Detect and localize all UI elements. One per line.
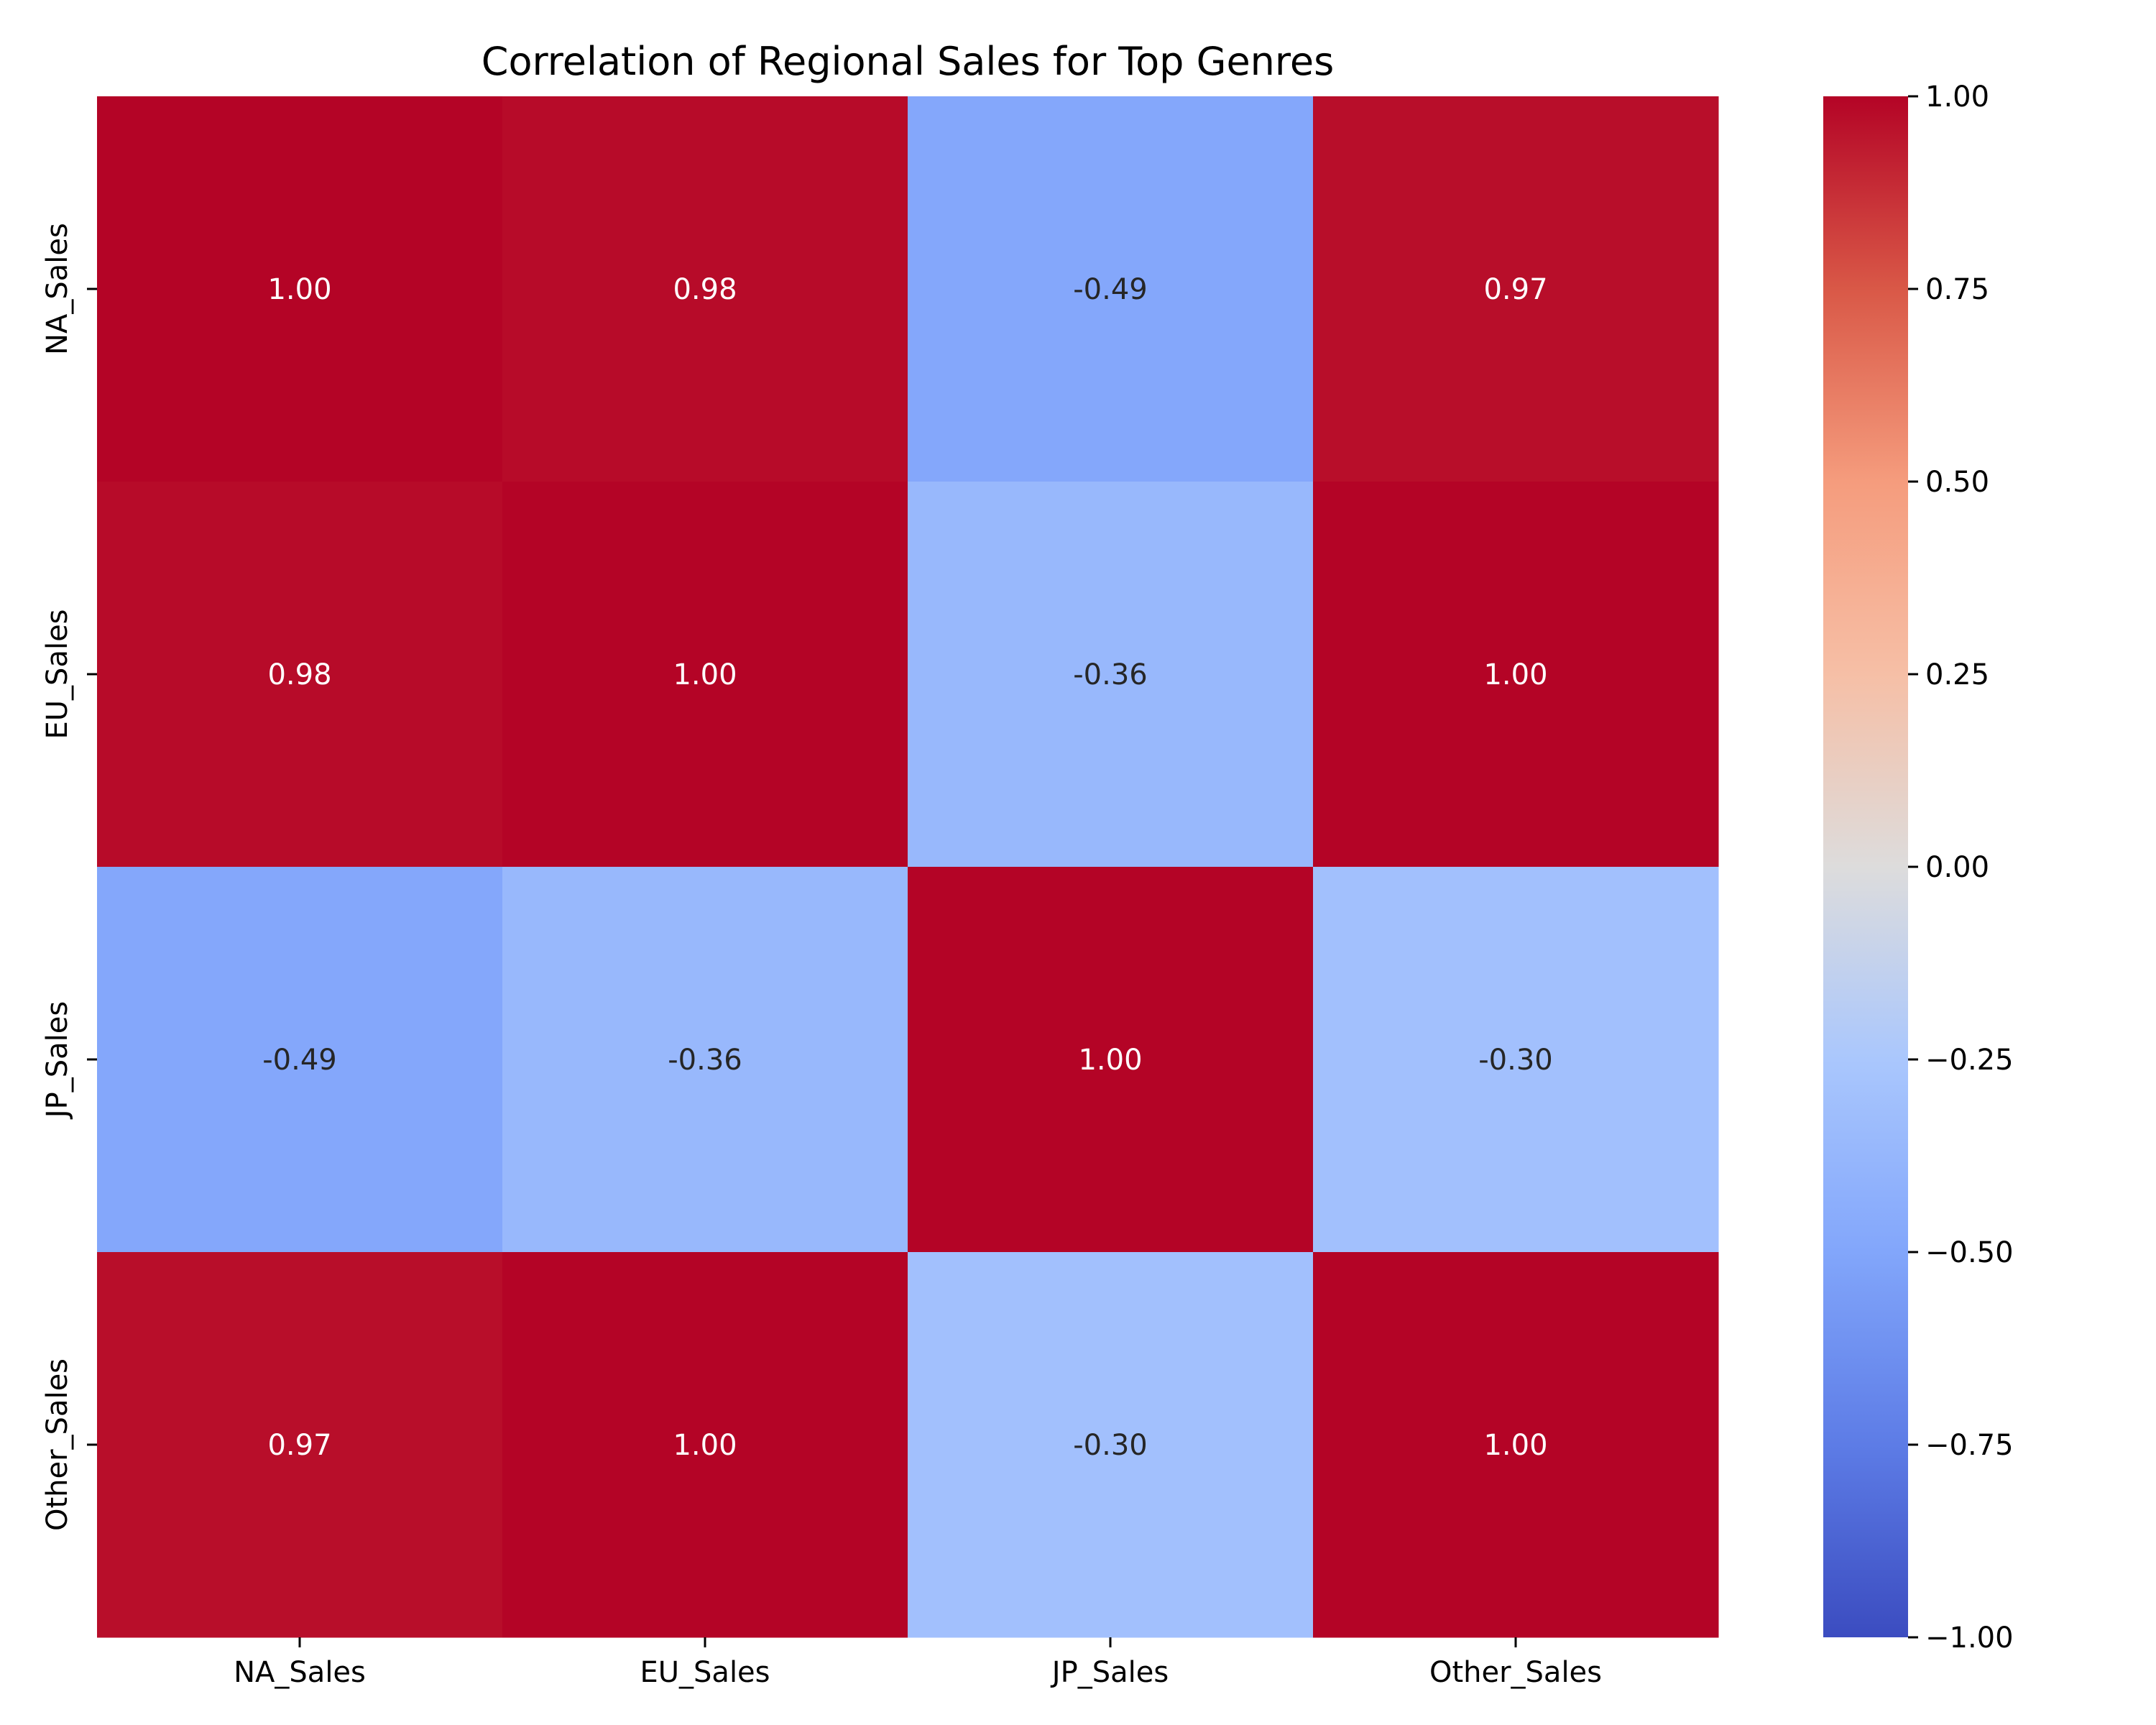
- heatmap-cell: [97, 96, 503, 482]
- colorbar-tick-label: −0.25: [1925, 1044, 2014, 1077]
- y-tick-label: JP_Sales: [41, 1001, 74, 1120]
- heatmap-cell: [908, 482, 1314, 868]
- cell-value-label: -0.36: [668, 1044, 742, 1077]
- y-tick-label: NA_Sales: [41, 223, 74, 355]
- y-tick-label: EU_Sales: [41, 609, 74, 739]
- cell-value-label: 1.00: [673, 1429, 737, 1462]
- cell-value-label: 1.00: [673, 658, 737, 691]
- x-axis: NA_Sales EU_Sales JP_Sales Other_Sales: [234, 1637, 1602, 1689]
- heatmap-cell: [502, 867, 908, 1253]
- cell-value-label: 0.97: [1483, 273, 1547, 306]
- colorbar-tick-label: −0.75: [1925, 1429, 2014, 1462]
- colorbar-tick-label: 0.00: [1925, 851, 1989, 884]
- colorbar-tick-label: 0.75: [1925, 273, 1989, 306]
- colorbar-tick-label: 0.25: [1925, 658, 1989, 691]
- heatmap-cell: [502, 1252, 908, 1638]
- cell-value-label: 1.00: [1483, 658, 1547, 691]
- colorbar-tick-label: 0.50: [1925, 466, 1989, 499]
- colorbar: [1823, 96, 1908, 1637]
- heatmap-cells: [97, 96, 1719, 1638]
- x-tick-label: EU_Sales: [640, 1656, 770, 1689]
- cell-value-label: -0.49: [1073, 273, 1148, 306]
- cell-value-label: -0.30: [1073, 1429, 1148, 1462]
- cell-value-label: 1.00: [1078, 1044, 1142, 1077]
- colorbar-tick-label: −0.50: [1925, 1236, 2014, 1269]
- colorbar-tick-label: 1.00: [1925, 80, 1989, 114]
- x-tick-label: JP_Sales: [1050, 1656, 1169, 1689]
- heatmap-cell: [97, 867, 503, 1253]
- y-tick-label: Other_Sales: [41, 1358, 74, 1531]
- cell-value-label: 1.00: [267, 273, 331, 306]
- heatmap-cell: [908, 1252, 1314, 1638]
- heatmap-cell: [1313, 1252, 1719, 1638]
- heatmap-cell: [908, 867, 1314, 1253]
- heatmap-cell: [1313, 96, 1719, 482]
- cell-value-label: 0.98: [673, 273, 737, 306]
- heatmap-cell: [502, 96, 908, 482]
- heatmap-cell: [502, 482, 908, 868]
- heatmap-cell: [1313, 867, 1719, 1253]
- cell-value-label: -0.36: [1073, 658, 1148, 691]
- heatmap-cell: [908, 96, 1314, 482]
- heatmap-cell: [1313, 482, 1719, 868]
- y-axis: NA_Sales EU_Sales JP_Sales Other_Sales: [41, 223, 97, 1531]
- chart-title: Correlation of Regional Sales for Top Ge…: [482, 39, 1335, 84]
- cell-value-label: -0.49: [262, 1044, 337, 1077]
- x-tick-label: NA_Sales: [234, 1656, 366, 1689]
- cell-value-label: 0.97: [267, 1429, 331, 1462]
- x-tick-label: Other_Sales: [1429, 1656, 1602, 1689]
- cell-value-label: -0.30: [1478, 1044, 1553, 1077]
- cell-value-label: 0.98: [267, 658, 331, 691]
- cell-value-label: 1.00: [1483, 1429, 1547, 1462]
- colorbar-tick-label: −1.00: [1925, 1622, 2014, 1655]
- heatmap-cell-labels: 1.00 0.98 -0.49 0.97 0.98 1.00 -0.36 1.00 -0.49 -…: [262, 273, 1553, 1462]
- heatmap-cell: [97, 1252, 503, 1638]
- colorbar-axis: 1.00 0.75 0.50 0.25 0.00 −0.25 −0.50 −0.75 −1.00: [1908, 80, 2014, 1655]
- heatmap-cell: [97, 482, 503, 868]
